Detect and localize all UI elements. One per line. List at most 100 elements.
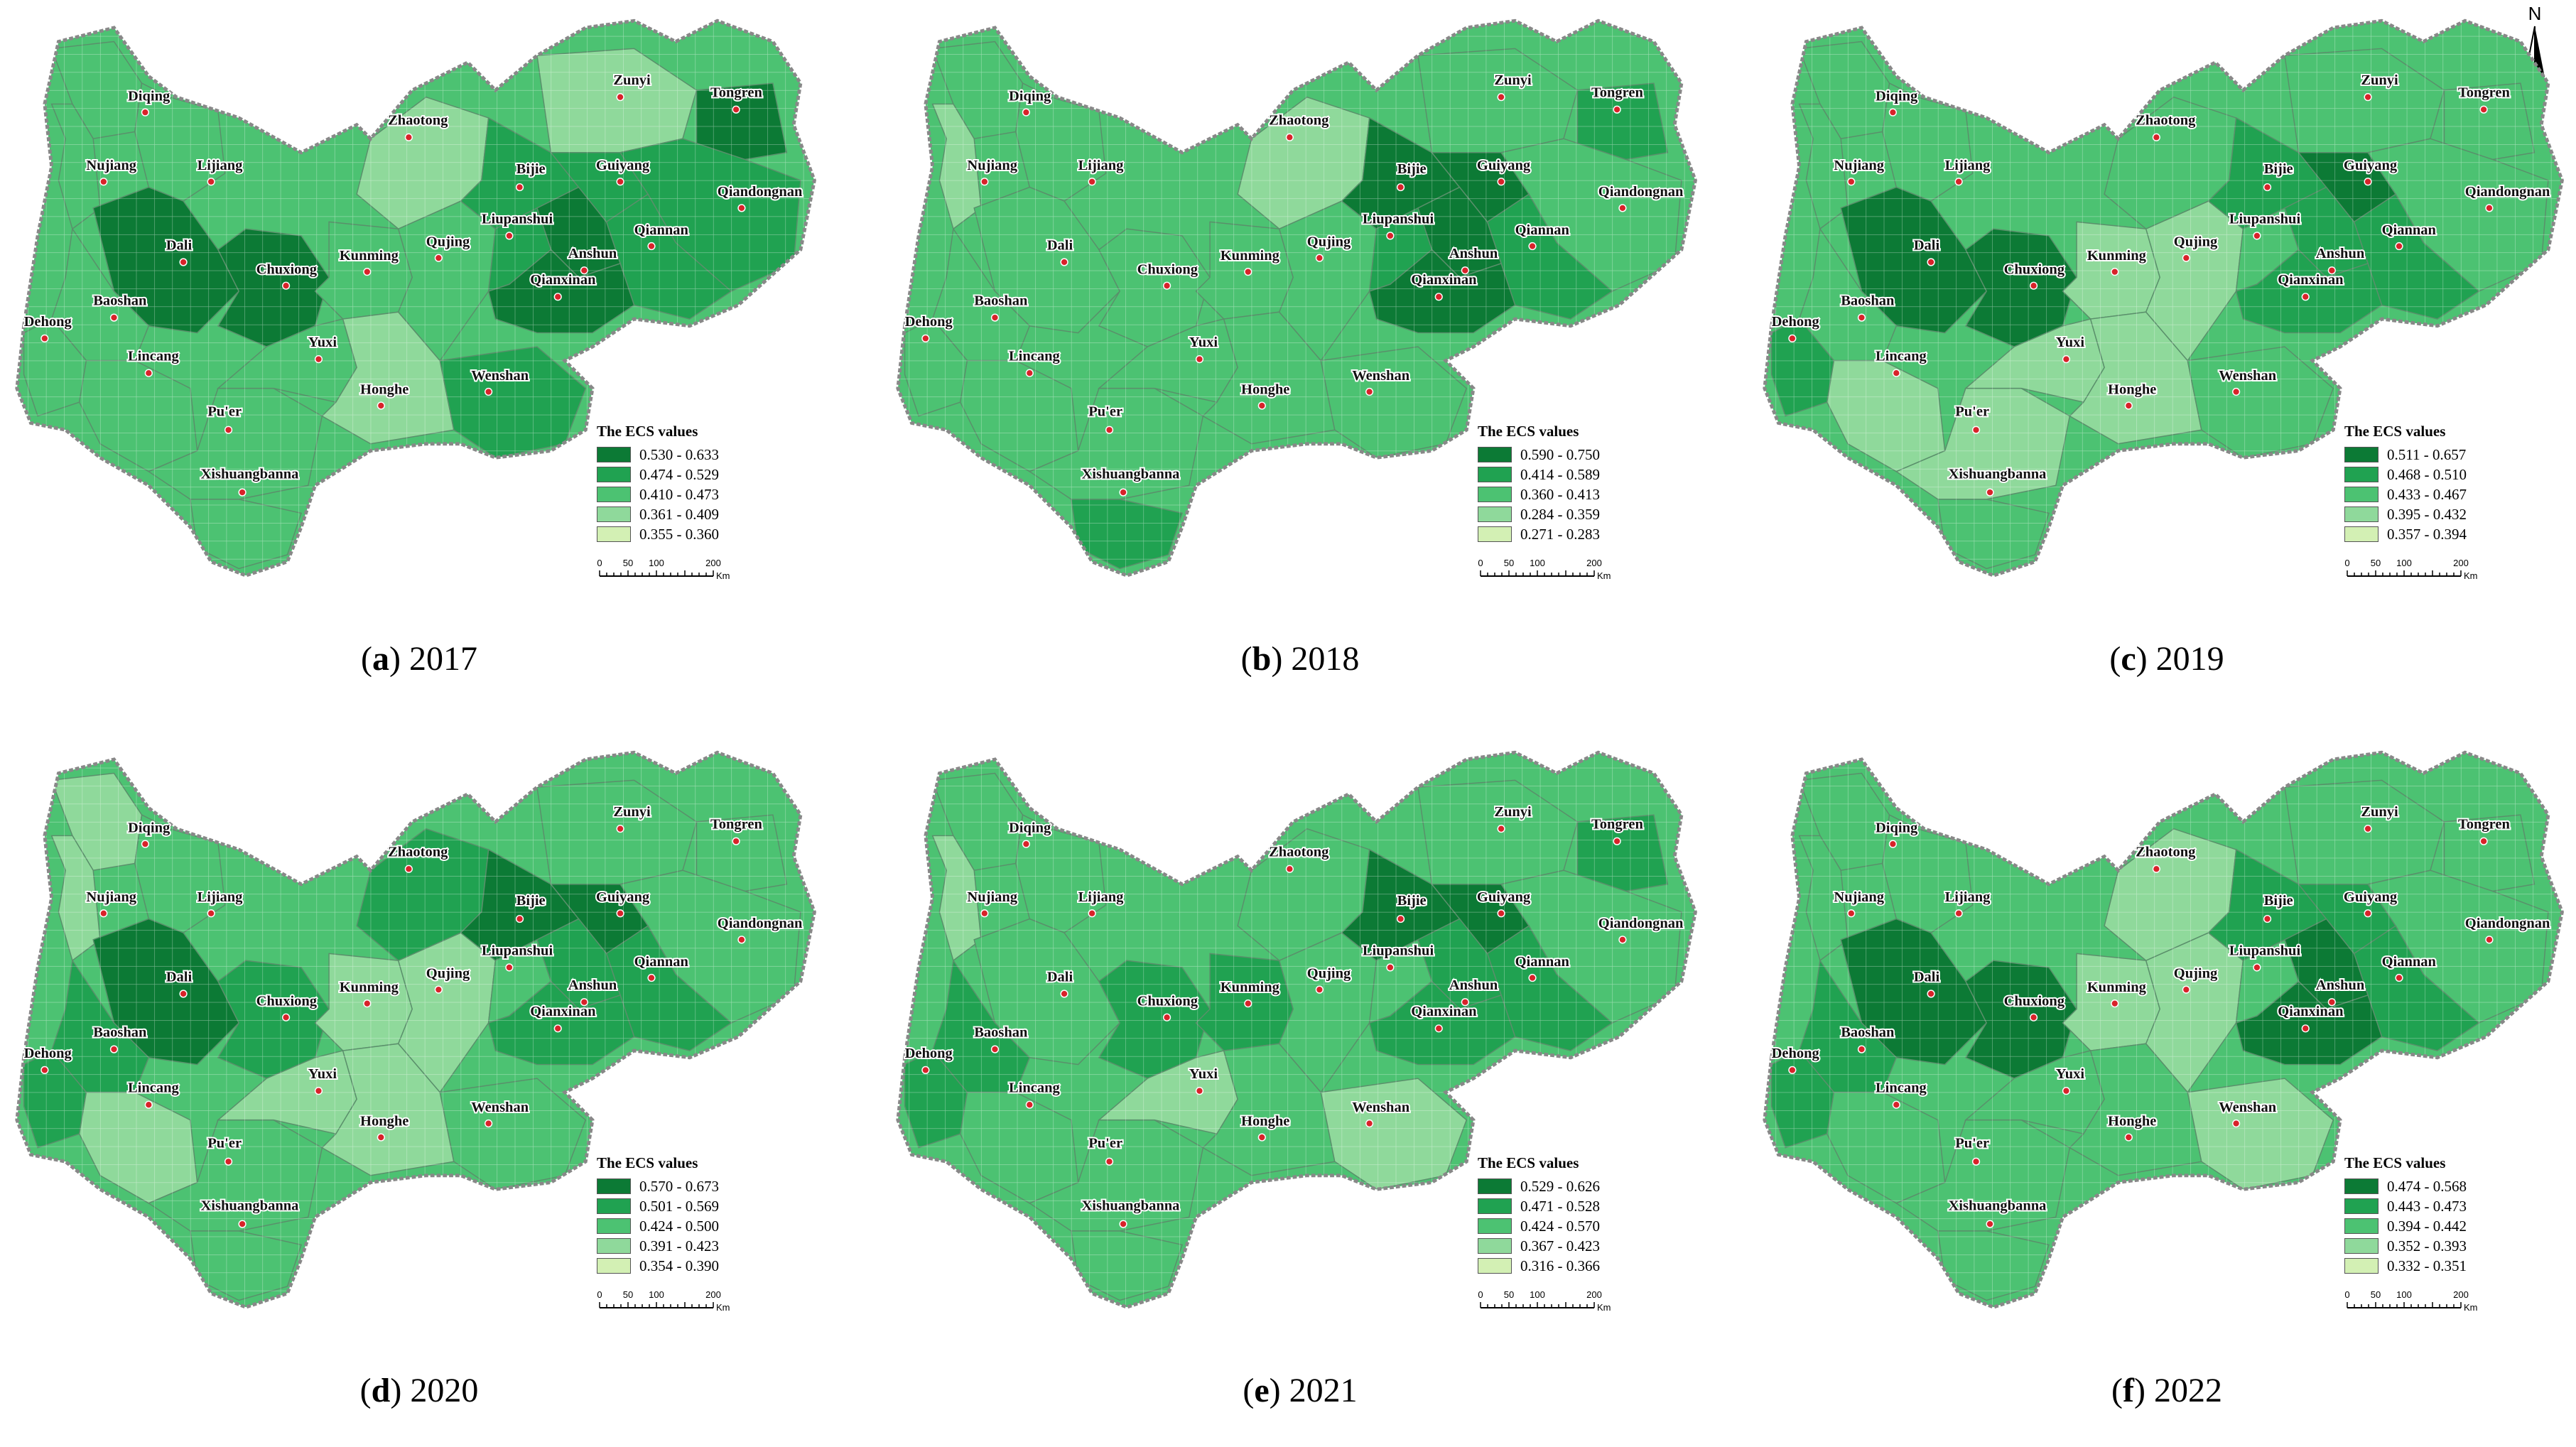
city-label: Qujing	[1307, 234, 1351, 250]
svg-text:200: 200	[2453, 1289, 2469, 1300]
legend-label: 0.367 - 0.423	[1520, 1237, 1600, 1254]
city-dot	[647, 973, 656, 982]
city-dot	[1022, 840, 1031, 848]
city-label: Zunyi	[613, 72, 651, 88]
city-label: Qiandongnan	[2465, 184, 2550, 200]
city-dot	[1257, 1133, 1266, 1142]
city-label: Baoshan	[1841, 1025, 1895, 1041]
legend-swatch	[1478, 467, 1512, 482]
panel-year: 2020	[401, 1372, 479, 1409]
city-dot	[434, 254, 443, 262]
city-label: Zhaotong	[1269, 113, 1329, 129]
legend-swatch	[2344, 1238, 2379, 1254]
city-label: Kunming	[1221, 248, 1280, 264]
svg-text:100: 100	[2396, 558, 2412, 568]
city-dot	[1986, 488, 1994, 497]
svg-text:100: 100	[649, 558, 664, 568]
city-dot	[1461, 998, 1469, 1007]
city-dot	[1528, 242, 1537, 251]
city-label: Yuxi	[1189, 1066, 1218, 1082]
city-label: Tongren	[2458, 85, 2511, 101]
city-label: Zunyi	[1494, 804, 1532, 820]
city-dot	[1497, 909, 1505, 918]
city-dot	[921, 1066, 930, 1074]
svg-text:200: 200	[2453, 558, 2469, 568]
city-label: Liupanshui	[2229, 211, 2301, 227]
city-dot	[2364, 825, 2372, 833]
city-label: Qiannan	[1515, 222, 1570, 238]
city-label: Qujing	[426, 966, 470, 982]
city-label: Dali	[1914, 237, 1940, 253]
city-dot	[144, 1100, 153, 1109]
panel-caption: (a) 2017	[361, 640, 477, 678]
city-label: Qianxinan	[2278, 1004, 2344, 1019]
city-label: Wenshan	[471, 1100, 529, 1115]
city-label: Qujing	[1307, 966, 1351, 982]
city-dot	[1954, 909, 1963, 918]
city-label: Qiandongnan	[1598, 916, 1684, 931]
city-dot	[1365, 1119, 1374, 1128]
svg-text:0: 0	[1478, 1289, 1483, 1300]
svg-text:Km: Km	[1597, 1302, 1611, 1313]
legend-swatch	[597, 1258, 631, 1274]
city-dot	[1088, 909, 1096, 918]
city-label: Liupanshui	[1363, 943, 1434, 958]
city-label: Bijie	[2264, 893, 2293, 909]
legend-item: 0.590 - 0.750	[1478, 445, 1600, 465]
legend-item: 0.352 - 0.393	[2344, 1236, 2467, 1256]
scale-bar: 0 50 100 200 Km	[1478, 558, 1634, 587]
city-dot	[1613, 105, 1621, 114]
legend-item: 0.271 - 0.283	[1478, 524, 1600, 544]
city-dot	[1788, 334, 1797, 342]
city-label: Guiyang	[2344, 889, 2398, 905]
legend-label: 0.443 - 0.473	[2387, 1197, 2467, 1215]
city-label: Guiyang	[1477, 158, 1531, 173]
panel-caption: (f) 2022	[2111, 1372, 2222, 1409]
svg-text:0: 0	[2344, 1289, 2349, 1300]
city-dot	[1528, 973, 1537, 982]
legend-title: The ECS values	[597, 423, 698, 440]
svg-text:50: 50	[2371, 1289, 2381, 1300]
city-dot	[207, 909, 215, 918]
city-dot	[281, 1013, 291, 1021]
city-label: Bijie	[1397, 161, 1427, 177]
panel-caption: (e) 2021	[1243, 1372, 1358, 1409]
panel-year: 2022	[2145, 1372, 2222, 1409]
city-label: Liupanshui	[482, 943, 553, 958]
map-panel-2022: Diqing Nujiang Lijiang Dali Baoshan Dehong Lin…	[1748, 732, 2576, 1428]
city-dot	[1025, 1100, 1034, 1109]
scale-bar: 0 50 100 200 Km	[1478, 1289, 1634, 1318]
city-dot	[2301, 293, 2310, 301]
city-label: Honghe	[1241, 1113, 1289, 1129]
legend-swatch	[597, 526, 631, 542]
city-dot	[1497, 178, 1505, 186]
city-dot	[990, 313, 1000, 322]
city-dot	[179, 990, 188, 998]
city-dot	[314, 1087, 323, 1095]
legend-item: 0.501 - 0.569	[597, 1196, 719, 1216]
legend-swatch	[2344, 1198, 2379, 1214]
city-dot	[2485, 936, 2494, 944]
city-dot	[515, 183, 524, 192]
city-dot	[238, 1220, 247, 1228]
city-dot	[980, 909, 989, 918]
city-label: Nujiang	[86, 889, 136, 905]
city-label: Diqing	[128, 89, 171, 104]
legend-swatch	[1478, 447, 1512, 462]
city-dot	[2327, 998, 2336, 1007]
city-dot	[1927, 258, 1935, 266]
city-label: Lincang	[1009, 349, 1061, 364]
svg-text:50: 50	[623, 1289, 633, 1300]
city-label: Wenshan	[1352, 1100, 1409, 1115]
city-label: Qiannan	[2382, 954, 2437, 970]
panel-letter: f	[2123, 1372, 2134, 1409]
city-dot	[990, 1045, 1000, 1053]
city-dot	[2124, 401, 2133, 410]
city-dot	[980, 178, 989, 186]
city-label: Chuxiong	[256, 262, 318, 278]
legend-swatch	[1478, 506, 1512, 522]
city-label: Pu'er	[1955, 1136, 1989, 1151]
city-dot	[737, 204, 746, 212]
city-dot	[616, 93, 624, 102]
city-dot	[2062, 1087, 2071, 1095]
